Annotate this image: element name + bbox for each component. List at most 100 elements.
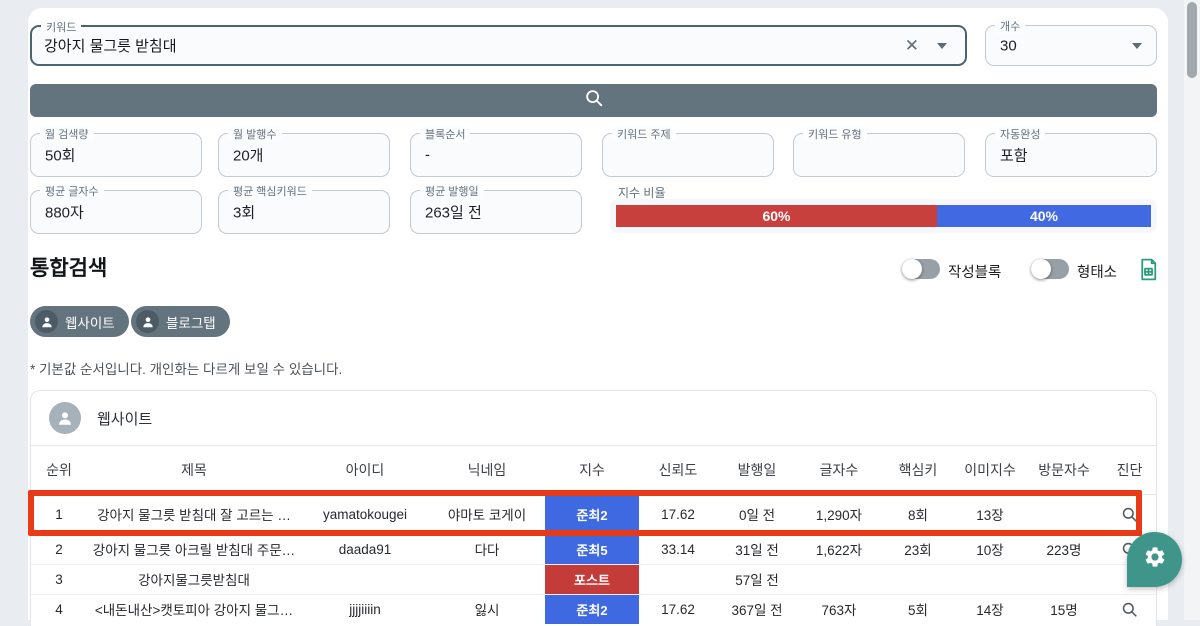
stat-value: 포함 (1000, 147, 1028, 165)
stat-monthly-posts: 월 발행수 20개 (218, 126, 390, 177)
table-cell: 강아지물그릇받침대 (87, 563, 301, 594)
scrollbar-track[interactable] (1184, 0, 1200, 620)
table-cell: 0일 전 (738, 508, 776, 523)
clear-icon[interactable]: ✕ (904, 35, 919, 55)
stat-label: 평균 글자수 (40, 183, 104, 199)
diagnose-cell[interactable] (1103, 593, 1156, 624)
stat-label: 키워드 유형 (803, 126, 867, 142)
ratio-blue-segment: 40% (937, 205, 1151, 227)
table-row[interactable]: 4 <내돈내산>캣토피아 강아지 물그… jjjjiiiin 잃시 준최2 17.62 36… (31, 593, 1156, 624)
blogtab-button[interactable]: 블로그탭 (131, 306, 230, 337)
col-header-4: 지수 (545, 446, 639, 495)
col-header-0: 순위 (31, 446, 87, 495)
table-cell: 17.62 (639, 593, 717, 624)
index-badge: 준최5 (545, 533, 639, 564)
stat-value: 3회 (233, 204, 256, 222)
table-cell: 다다 (429, 533, 545, 564)
stat-label: 월 검색량 (40, 126, 94, 142)
search-icon (583, 87, 605, 114)
settings-fab-button[interactable] (1127, 532, 1182, 587)
stat-keyword-topic: 키워드 주제 (602, 126, 774, 177)
stat-avg-chars: 평균 글자수 880자 (30, 183, 202, 234)
table-cell: 1,290자 (815, 508, 863, 523)
table-cell (955, 563, 1025, 594)
col-header-5: 신뢰도 (639, 446, 717, 495)
column-header-row: 순위 제목 아이디 닉네임 지수 신뢰도 발행일 글자수 핵심키 이미지수 방문자수 진단 (31, 446, 1156, 495)
index-badge: 포스트 (545, 563, 639, 594)
table-cell: 15명 (1025, 593, 1103, 624)
table-cell (301, 563, 429, 594)
diagnose-cell[interactable] (1103, 494, 1156, 534)
count-select[interactable]: 개수 30 (985, 18, 1157, 66)
table-cell: 2 (31, 533, 87, 564)
count-dropdown-arrow-icon[interactable] (1132, 42, 1142, 49)
table-cell: 13장 (976, 508, 1004, 523)
website-tab-button[interactable]: 웹사이트 (30, 306, 129, 337)
stat-label: 월 발행수 (228, 126, 282, 142)
diagnose-icon[interactable] (1120, 600, 1139, 619)
table-cell: 10장 (955, 533, 1025, 564)
stat-avg-date: 평균 발행일 263일 전 (410, 183, 582, 234)
table-cell: 1 (55, 506, 63, 522)
keyword-dropdown-arrow-icon[interactable] (937, 42, 947, 49)
stat-label: 블록순서 (420, 126, 471, 142)
stat-value: 880자 (45, 204, 84, 222)
table-cell: 31일 전 (717, 533, 797, 564)
table-cell: 1,622자 (797, 533, 881, 564)
card-header: 웹사이트 (31, 391, 1156, 446)
col-header-10: 방문자수 (1025, 446, 1103, 495)
toggle-knob (902, 259, 922, 279)
ratio-red-segment: 60% (616, 205, 937, 227)
default-order-note: * 기본값 순서입니다. 개인화는 다르게 보일 수 있습니다. (30, 362, 343, 377)
ratio-label: 지수 비율 (618, 186, 666, 200)
person-icon (136, 310, 159, 333)
col-header-2: 아이디 (301, 446, 429, 495)
table-cell: 57일 전 (717, 563, 797, 594)
stat-label: 자동완성 (995, 126, 1046, 142)
stat-label: 키워드 주제 (612, 126, 676, 142)
stat-block-order: 블록순서 - (410, 126, 582, 177)
table-cell: 강아지 물그릇 아크릴 받침대 주문… (87, 533, 301, 564)
page-title: 통합검색 (30, 257, 108, 280)
gear-icon (1143, 545, 1167, 574)
table-cell: 763자 (797, 593, 881, 624)
table-cell: <내돈내산>캣토피아 강아지 물그… (87, 593, 301, 624)
table-cell: 야마토 코게이 (447, 508, 527, 523)
table-cell: 5회 (881, 593, 955, 624)
person-icon (35, 310, 58, 333)
stat-monthly-search: 월 검색량 50회 (30, 126, 202, 177)
table-row[interactable]: 3 강아지물그릇받침대 포스트 57일 전 (31, 563, 1156, 594)
search-button[interactable] (30, 84, 1157, 117)
excel-export-icon[interactable] (1136, 257, 1161, 282)
table-cell: 367일 전 (717, 593, 797, 624)
table-cell: 3 (31, 563, 87, 594)
diagnose-icon[interactable] (1120, 505, 1139, 524)
write-block-toggle[interactable] (902, 259, 940, 279)
website-results-card: 웹사이트 순위 제목 아이디 닉네임 지수 신뢰도 발행일 글자수 핵심키 이미지수 방문자수 진단 … (30, 390, 1157, 626)
toggle-knob (1031, 259, 1051, 279)
stat-avg-keywords: 평균 핵심키워드 3회 (218, 183, 390, 234)
card-title: 웹사이트 (97, 410, 153, 428)
keyword-field[interactable]: 키워드 ✕ (30, 19, 967, 66)
table-cell (797, 563, 881, 594)
avatar (49, 402, 81, 434)
col-header-8: 핵심키 (881, 446, 955, 495)
table-cell (639, 563, 717, 594)
stat-keyword-type: 키워드 유형 (793, 126, 965, 177)
table-cell: 14장 (955, 593, 1025, 624)
col-header-7: 글자수 (797, 446, 881, 495)
stat-label: 평균 핵심키워드 (228, 183, 312, 199)
website-tab-label: 웹사이트 (65, 315, 115, 331)
table-row[interactable]: 2 강아지 물그릇 아크릴 받침대 주문… daada91 다다 준최5 33.14 31일… (31, 533, 1156, 564)
table-cell: 잃시 (429, 593, 545, 624)
table-cell (1025, 563, 1103, 594)
write-block-toggle-label: 작성블록 (948, 265, 1002, 281)
scrollbar-thumb[interactable] (1187, 2, 1197, 78)
table-cell (1025, 494, 1103, 534)
keyword-input[interactable] (44, 27, 904, 64)
table-cell: 4 (31, 593, 87, 624)
table-row[interactable]: 1 강아지 물그릇 받침대 잘 고르는 … yamatokougei 야마토 코게이 준… (31, 494, 1156, 534)
table-cell: yamatokougei (322, 506, 408, 522)
morpheme-toggle[interactable] (1031, 259, 1069, 279)
